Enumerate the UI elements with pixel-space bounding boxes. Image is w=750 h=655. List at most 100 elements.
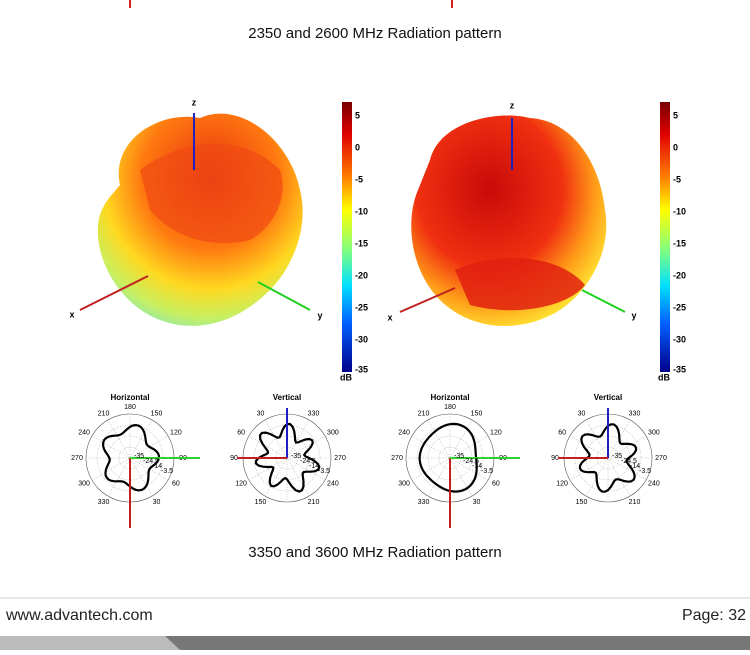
polar-title: Vertical [273,393,301,402]
caption: 2350 and 2600 MHz Radiation pattern [248,25,502,42]
angle-label: 240 [327,480,339,487]
colorbar-label: 5 [355,110,360,120]
colorbar-label: -20 [673,270,686,280]
angle-label: 120 [556,480,568,487]
polar-spoke [585,419,631,497]
polar-spoke [91,435,169,481]
angle-label: 120 [170,429,182,436]
caption: 3350 and 3600 MHz Radiation pattern [248,544,502,561]
angle-label: 330 [629,411,641,418]
angle-label: 150 [471,411,483,418]
angle-label: 120 [490,429,502,436]
angle-label: 300 [398,480,410,487]
colorbar-unit: dB [658,372,670,382]
angle-label: 30 [153,499,161,506]
pattern-curve [578,423,638,493]
polar-spoke [264,419,310,497]
axis-label: x [69,309,74,319]
radial-label: -3.5 [481,468,493,475]
polar-plot: Horizontal180150120906030330300270240210… [71,393,200,528]
colorbar-label: 5 [673,110,678,120]
radial-label: -24.5 [621,458,637,465]
angle-label: 210 [418,411,430,418]
radial-label: -35 [134,453,144,460]
polar-spoke [107,419,153,497]
angle-label: 60 [492,480,500,487]
colorbar-label: -30 [355,334,368,344]
radial-label: -3.5 [318,468,330,475]
axis-label: z [510,100,515,110]
footer-page: Page: 32 [682,607,746,624]
angle-label: 120 [235,480,247,487]
radial-label: -3.5 [639,468,651,475]
axis-label: y [631,310,636,320]
angle-label: 150 [576,499,588,506]
polar-spoke [569,435,647,481]
radial-label: -35 [291,453,301,460]
angle-label: 270 [655,455,667,462]
radial-label: -24.5 [463,458,479,465]
angle-label: 30 [257,411,265,418]
pattern-3d [79,113,311,326]
radial-label: -24.5 [300,458,316,465]
colorbar-label: -25 [673,302,686,312]
colorbar [660,102,670,372]
polar-spoke [585,419,631,497]
polar-title: Horizontal [430,393,469,402]
colorbar [342,102,352,372]
colorbar-label: -25 [355,302,368,312]
colorbar-label: 0 [673,142,678,152]
footer-bar [165,636,750,650]
angle-label: 210 [308,499,320,506]
angle-label: 270 [334,455,346,462]
polar-spoke [264,419,310,497]
colorbar-label: -10 [355,206,368,216]
footer-url: www.advantech.com [5,607,153,624]
angle-label: 300 [327,429,339,436]
colorbar-label: 0 [355,142,360,152]
angle-label: 90 [230,455,238,462]
angle-label: 180 [444,404,456,411]
colorbar-label: -35 [355,364,368,374]
radial-label: -3.5 [161,468,173,475]
angle-label: 330 [308,411,320,418]
polar-plot: Vertical 330 300 270 240 210 150 120 90 60 30 -35-2… [551,393,667,506]
angle-label: 240 [398,429,410,436]
axis-label: y [317,310,322,320]
pattern-curve [254,422,321,493]
footer-bar [0,636,180,650]
angle-label: 270 [71,455,83,462]
polar-title: Vertical [594,393,622,402]
polar-spoke [107,419,153,497]
axis-label: z [192,97,197,107]
angle-label: 270 [391,455,403,462]
angle-label: 180 [124,404,136,411]
radial-label: -14 [152,463,162,470]
angle-label: 60 [558,429,566,436]
angle-label: 300 [648,429,660,436]
angle-label: 30 [473,499,481,506]
radial-label: -35 [454,453,464,460]
polar-plot: Horizontal180150120906030330300270240210… [391,393,520,528]
colorbar-label: -30 [673,334,686,344]
colorbar-label: -20 [355,270,368,280]
radial-label: -24.5 [143,458,159,465]
angle-label: 60 [237,429,245,436]
colorbar-unit: dB [340,372,352,382]
angle-label: 210 [629,499,641,506]
angle-label: 330 [418,499,430,506]
angle-label: 210 [98,411,110,418]
angle-label: 240 [648,480,660,487]
angle-label: 60 [172,480,180,487]
radial-label: -14 [309,463,319,470]
radial-label: -14 [472,463,482,470]
pattern-3d [399,115,626,327]
colorbar-label: -15 [355,238,368,248]
axis-label: x [387,312,392,322]
angle-label: 30 [578,411,586,418]
angle-label: 330 [98,499,110,506]
angle-label: 300 [78,480,90,487]
angle-label: 90 [551,455,559,462]
